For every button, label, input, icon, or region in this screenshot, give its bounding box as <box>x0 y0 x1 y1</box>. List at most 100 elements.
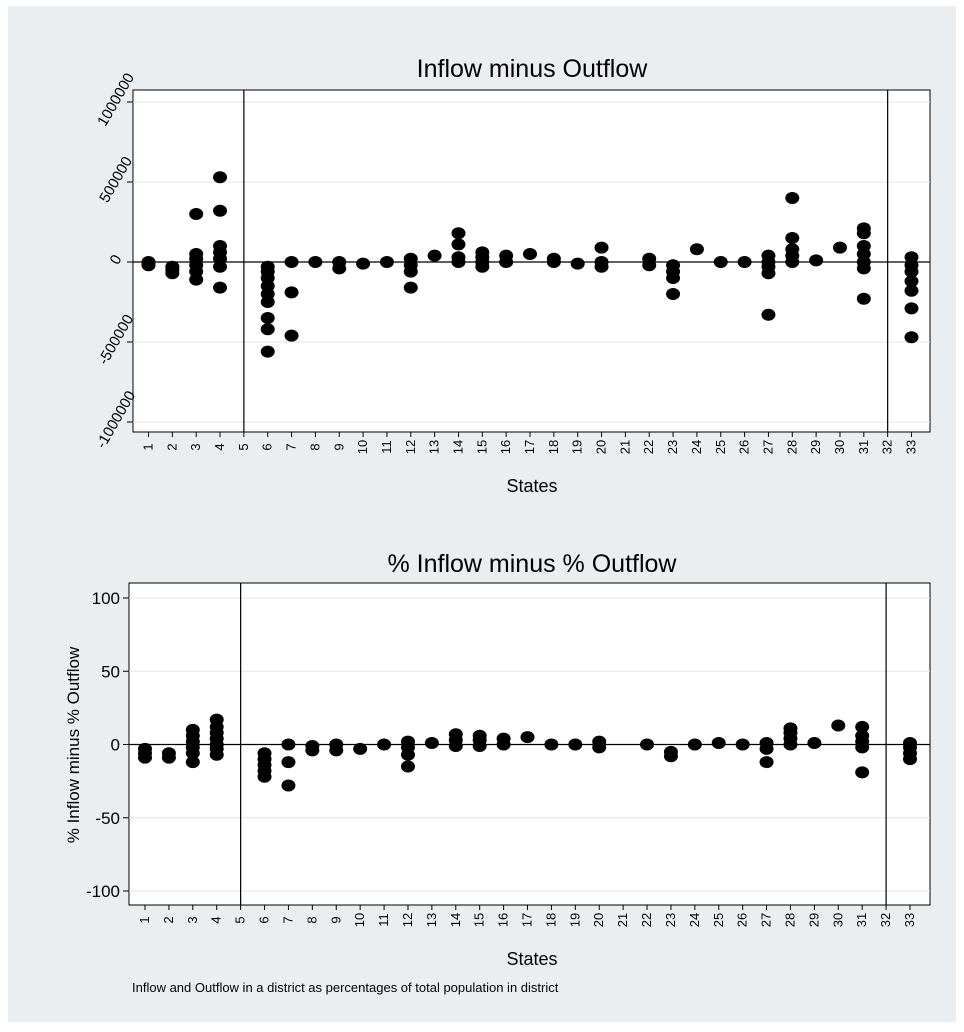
x-tick-label: 17 <box>522 440 537 454</box>
data-point <box>284 256 299 268</box>
data-point <box>284 286 299 299</box>
x-tick-label: 23 <box>663 913 678 927</box>
x-tick-label: 18 <box>543 913 558 927</box>
x-tick-label: 17 <box>520 913 535 927</box>
x-tick-label: 2 <box>161 916 176 923</box>
x-tick-label: 20 <box>594 440 609 454</box>
data-point <box>260 312 275 324</box>
x-tick-label: 9 <box>328 916 343 923</box>
data-point <box>332 256 347 268</box>
y-tick-label: -1000000 <box>93 388 139 451</box>
x-tick-label: 3 <box>185 916 200 923</box>
x-tick-label: 30 <box>830 913 845 927</box>
x-tick-label: 3 <box>188 443 203 450</box>
chart-title: Inflow minus Outflow <box>417 55 649 83</box>
y-tick-label: 100 <box>92 589 120 608</box>
data-point <box>213 281 228 294</box>
x-tick-label: 32 <box>880 440 895 454</box>
x-tick-label: 5 <box>233 916 248 923</box>
data-point <box>711 737 726 750</box>
data-point <box>138 742 152 755</box>
data-point <box>400 760 415 773</box>
data-point <box>403 281 418 294</box>
data-point <box>544 738 559 751</box>
x-axis-label: States <box>506 476 557 496</box>
x-tick-label: 19 <box>570 440 585 454</box>
data-point <box>141 256 156 268</box>
x-tick-label: 31 <box>854 913 869 927</box>
data-point <box>785 232 800 244</box>
x-tick-label: 1 <box>141 443 156 450</box>
data-point <box>904 284 919 297</box>
data-point <box>735 738 750 751</box>
data-point <box>496 732 511 745</box>
y-tick-label: 0 <box>111 736 120 755</box>
data-point <box>377 738 392 751</box>
data-point <box>213 240 228 252</box>
data-point <box>856 222 871 235</box>
x-tick-label: 16 <box>496 913 511 927</box>
x-tick-label: 24 <box>689 440 704 454</box>
x-tick-label: 7 <box>280 916 295 923</box>
data-point <box>783 722 798 735</box>
data-point <box>260 260 275 273</box>
x-tick-label: 32 <box>878 913 893 927</box>
data-point <box>189 248 204 260</box>
data-point <box>759 756 774 769</box>
x-tick-label: 20 <box>591 913 606 927</box>
data-point <box>520 731 535 744</box>
data-point <box>281 738 296 751</box>
data-point <box>308 256 323 268</box>
data-point <box>594 241 609 254</box>
x-tick-label: 13 <box>424 913 439 927</box>
data-point <box>904 331 919 344</box>
data-point <box>209 713 224 726</box>
data-point <box>427 249 442 262</box>
x-tick-label: 29 <box>806 913 821 927</box>
x-axis-ticks: 1 2 3 4 5 6 7 8 9 10 11 12 13 14 15 16 17 18 19 20 21 22 23 24 2… <box>137 905 917 927</box>
x-tick-label: 6 <box>260 443 275 450</box>
y-axis-ticks: -100 -50 0 50 100 <box>86 589 129 901</box>
data-point <box>281 756 296 769</box>
data-point <box>832 241 847 254</box>
x-tick-label: 15 <box>472 913 487 927</box>
data-point <box>451 238 466 251</box>
y-tick-label: 500000 <box>96 154 136 206</box>
data-point <box>329 738 344 751</box>
x-tick-label: 4 <box>209 916 224 923</box>
x-tick-label: 22 <box>641 440 656 454</box>
data-point <box>424 737 439 750</box>
data-point <box>161 747 176 760</box>
data-point <box>831 719 846 732</box>
data-point <box>165 260 180 273</box>
data-point <box>356 257 371 270</box>
x-tick-label: 28 <box>782 913 797 927</box>
x-tick-label: 29 <box>808 440 823 454</box>
data-point <box>592 735 607 748</box>
data-point <box>687 738 702 751</box>
data-point <box>379 256 394 268</box>
data-point <box>904 275 919 288</box>
data-point <box>903 737 917 750</box>
x-tick-label: 10 <box>352 913 367 927</box>
x-tick-label: 2 <box>164 443 179 450</box>
data-point <box>546 252 561 265</box>
x-tick-label: 21 <box>617 440 632 454</box>
data-point <box>855 729 870 742</box>
x-tick-label: 16 <box>498 440 513 454</box>
data-point <box>761 308 776 321</box>
data-point <box>523 248 537 260</box>
data-point <box>855 720 870 733</box>
x-axis-ticks: 1 2 3 4 5 6 7 8 9 10 11 12 13 14 15 16 17 18 19 20 21 22 23 24 2… <box>141 432 919 454</box>
x-tick-label: 13 <box>427 440 442 454</box>
x-tick-label: 10 <box>355 440 370 454</box>
data-point <box>400 735 415 748</box>
x-tick-label: 33 <box>904 440 919 454</box>
y-tick-label: -500000 <box>95 312 137 368</box>
data-point <box>666 259 681 272</box>
data-point <box>451 251 466 264</box>
x-tick-label: 21 <box>615 913 630 927</box>
data-points <box>138 713 917 792</box>
y-tick-label: 50 <box>101 662 120 681</box>
